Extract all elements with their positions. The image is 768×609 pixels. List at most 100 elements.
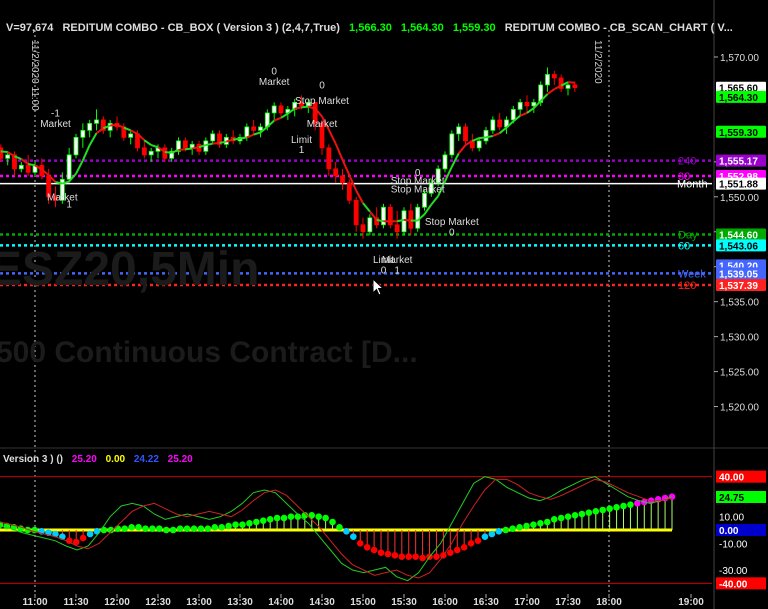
trend-line-segment [512, 114, 521, 123]
price-tag-label: 1,539.05 [719, 269, 758, 280]
candle-body [401, 210, 407, 233]
trend-line-segment [526, 107, 535, 114]
trend-line-segment [212, 141, 220, 145]
time-tick-label: 13:30 [227, 597, 253, 608]
osc-dot [509, 525, 516, 532]
osc-dot [460, 544, 468, 551]
trend-line-segment [198, 144, 207, 149]
osc-dot [149, 525, 156, 532]
osc-dot [557, 514, 565, 522]
trend-line-segment [205, 142, 213, 147]
session-label-left: 11/2/2020 11:00 [29, 40, 40, 111]
candle-body [182, 140, 188, 149]
trend-line-segment [519, 111, 528, 117]
osc-dot [384, 550, 392, 558]
order-annotation: 0 [381, 266, 387, 277]
trend-line-segment [314, 108, 323, 118]
osc-dot [613, 504, 620, 511]
trend-line-segment [116, 123, 125, 129]
candle-body [483, 129, 489, 142]
candle-body [517, 102, 523, 110]
price-tag [716, 125, 766, 138]
osc-tag-label: 24.75 [719, 493, 744, 504]
order-annotation: 1 [299, 145, 305, 156]
trend-line-segment [20, 158, 29, 165]
candle-body [148, 150, 154, 156]
candle-body [73, 136, 79, 156]
trend-line-segment [444, 166, 453, 182]
osc-dot [481, 533, 489, 540]
osc-dot [218, 524, 225, 531]
time-tick-label: 17:00 [514, 597, 540, 608]
order-annotation: 1 [394, 266, 400, 277]
price-tag [716, 228, 766, 241]
trend-line-segment [185, 147, 193, 151]
order-annotation: Stop Market [295, 96, 349, 107]
osc-title[interactable]: Version 3 ) () [3, 454, 64, 465]
price-tag-label: 1,551.88 [719, 180, 758, 191]
trend-line-segment [75, 159, 84, 175]
osc-dot [336, 524, 343, 531]
trend-line-segment [81, 144, 91, 161]
osc-dot [329, 518, 336, 526]
osc-dot [502, 526, 510, 534]
trend-line-segment [471, 137, 480, 142]
osc-tag-label: -30.00 [719, 566, 748, 577]
osc-dot [453, 546, 461, 554]
candle-body [387, 206, 393, 226]
study2-title[interactable]: REDITUM COMBO - CB_SCAN_CHART ( V... [504, 22, 733, 34]
osc-dot [627, 501, 634, 508]
osc-dot [592, 508, 600, 515]
osc-dot [356, 540, 364, 547]
osc-dot [370, 546, 378, 554]
candle-body [128, 133, 134, 138]
candle-body [0, 147, 4, 159]
trend-line-segment [266, 119, 275, 128]
candle-body [490, 119, 496, 131]
osc-dot [474, 537, 482, 544]
order-annotation: Stop Market [425, 217, 479, 228]
osc-dot [315, 513, 322, 520]
osc-dot [585, 509, 593, 516]
osc-dot [343, 528, 350, 535]
order-annotation: Stop Market [391, 176, 445, 187]
osc-tag-label: -40.00 [719, 579, 748, 590]
level-label-240: 240 [678, 156, 696, 168]
osc-dot [204, 525, 212, 532]
trend-line-segment [191, 146, 200, 150]
price-tag-label: 1,540.20 [719, 261, 758, 272]
trend-line-segment [553, 84, 562, 91]
order-annotation: 0 [449, 227, 455, 238]
osc-dot [86, 530, 94, 538]
osc-dot [294, 513, 302, 520]
candle-body [551, 74, 557, 79]
price-tag-label: 1,559.30 [719, 128, 758, 139]
trend-line-segment [219, 140, 227, 144]
study1-title[interactable]: REDITUM COMBO - CB_BOX ( Version 3 ) (2,… [62, 22, 340, 34]
price-tag [716, 177, 766, 190]
study1-value-3: 1,559.30 [452, 22, 496, 34]
osc-line-green [0, 476, 673, 582]
candle-body [524, 102, 530, 107]
time-tick-label: 18:00 [596, 597, 622, 608]
osc-tag [716, 577, 766, 590]
chart-header: V=97,674 REDITUM COMBO - CB_BOX ( Versio… [6, 22, 739, 34]
trend-line-segment [457, 144, 467, 155]
candle-body [66, 154, 72, 180]
order-annotation: Market [382, 255, 413, 266]
price-tag [716, 278, 766, 291]
trend-line-segment [123, 126, 132, 132]
trend-line-segment [110, 123, 118, 127]
candle-body [217, 133, 222, 145]
trend-line-segment [273, 116, 282, 122]
candle-body [25, 164, 31, 173]
osc-dot [523, 522, 530, 530]
trend-line-segment [348, 174, 358, 191]
trend-line-segment [499, 126, 508, 134]
candle-body [565, 84, 571, 89]
trend-line-segment [14, 155, 22, 160]
price-tick-label: 1,525.00 [720, 368, 759, 379]
trend-line-segment [539, 93, 549, 102]
